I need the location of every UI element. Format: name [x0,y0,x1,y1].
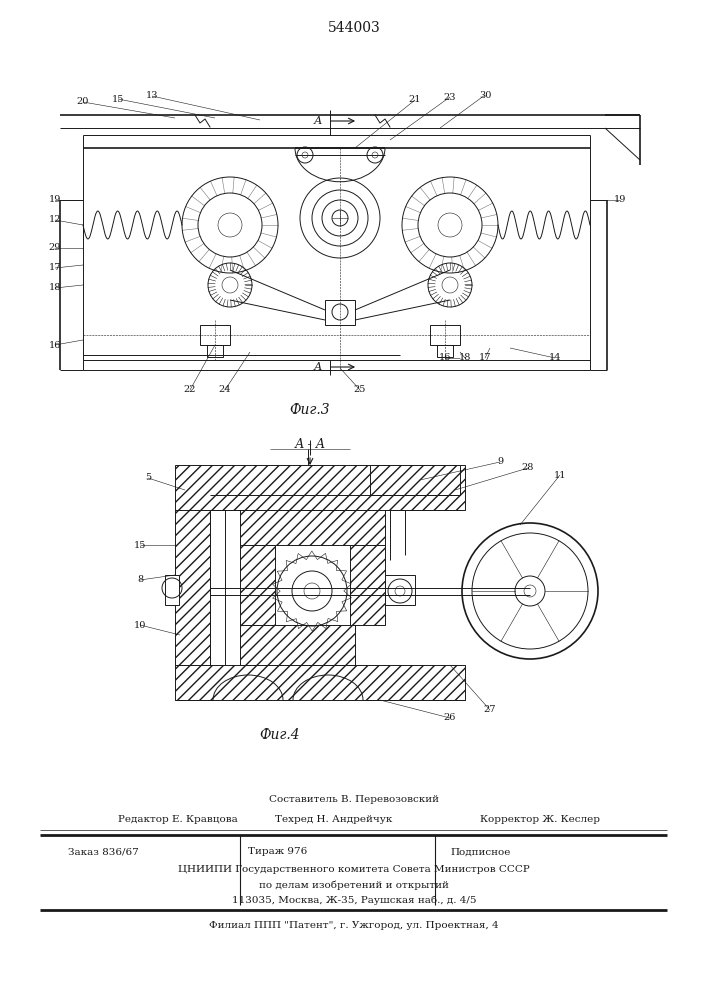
Text: 544003: 544003 [327,21,380,35]
Text: 10: 10 [134,620,146,630]
Text: 12: 12 [49,216,62,225]
Text: 16: 16 [439,354,451,362]
Text: 19: 19 [49,196,62,205]
Text: 23: 23 [444,93,456,102]
Text: 5: 5 [145,474,151,483]
Text: 27: 27 [484,706,496,714]
Text: 19: 19 [614,196,626,205]
Text: 16: 16 [49,340,62,350]
Text: 30: 30 [479,91,491,100]
Bar [430,325,460,345]
Text: 8: 8 [137,576,143,584]
Text: 113035, Москва, Ж-35, Раушская наб., д. 4/5: 113035, Москва, Ж-35, Раушская наб., д. … [232,895,477,905]
Text: ЦНИИПИ Государственного комитета Совета Министров СССР: ЦНИИПИ Государственного комитета Совета … [178,865,530,874]
Text: Заказ 836/67: Заказ 836/67 [68,848,139,856]
Text: 9: 9 [497,458,503,466]
Text: Фиг.3: Фиг.3 [290,403,330,417]
Text: А: А [314,362,322,372]
Bar [175,510,210,665]
Text: по делам изобретений и открытий: по делам изобретений и открытий [259,880,449,890]
Bar [350,545,385,625]
Text: 18: 18 [459,354,471,362]
Text: 13: 13 [146,92,158,101]
Text: Фиг.4: Фиг.4 [259,728,300,742]
Bar [437,345,453,357]
Bar [325,300,355,325]
Text: 22: 22 [184,385,197,394]
Text: Техред Н. Андрейчук: Техред Н. Андрейчук [275,816,392,824]
Text: 24: 24 [218,385,231,394]
Bar [175,665,465,700]
Text: 28: 28 [522,464,534,473]
Bar [240,625,355,665]
Text: 18: 18 [49,284,62,292]
Text: 15: 15 [112,95,124,104]
Text: 17: 17 [479,354,491,362]
Text: А: А [314,116,322,126]
Text: Редактор Е. Кравцова: Редактор Е. Кравцова [118,816,238,824]
Text: 26: 26 [444,714,456,722]
Text: 17: 17 [49,263,62,272]
Text: Тираж 976: Тираж 976 [248,848,308,856]
Text: 25: 25 [354,385,366,394]
Text: 15: 15 [134,540,146,550]
Bar [385,575,415,605]
Bar [200,325,230,345]
Bar [207,345,223,357]
Text: 11: 11 [554,471,566,480]
Bar [240,545,275,625]
Text: 14: 14 [549,354,561,362]
Text: Подписное: Подписное [450,848,510,856]
Text: Составитель В. Перевозовский: Составитель В. Перевозовский [269,796,439,804]
Bar [175,465,465,510]
Text: Корректор Ж. Кеслер: Корректор Ж. Кеслер [480,816,600,824]
Text: 29: 29 [49,243,62,252]
Text: Филиал ППП "Патент", г. Ужгород, ул. Проектная, 4: Филиал ППП "Патент", г. Ужгород, ул. Про… [209,920,499,930]
Text: А - А: А - А [294,438,326,452]
Bar [165,575,179,605]
Text: 20: 20 [77,98,89,106]
Text: 21: 21 [409,96,421,104]
Bar [370,465,460,495]
Bar [240,510,385,545]
